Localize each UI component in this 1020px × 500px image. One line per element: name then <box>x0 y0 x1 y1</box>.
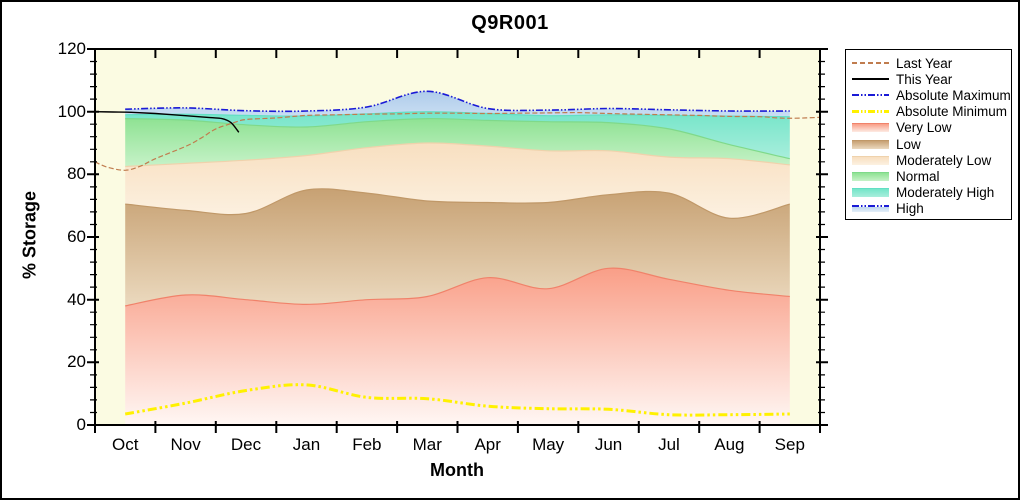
legend-label-normal: Normal <box>896 168 940 184</box>
legend-item-very-low: Very Low <box>852 120 1011 136</box>
moderately-high-swatch <box>852 188 889 198</box>
x-axis-title: Month <box>430 460 484 480</box>
minor-ticks <box>90 60 825 414</box>
y-tick-label-40: 40 <box>67 289 86 309</box>
band-border-very-low <box>125 267 790 307</box>
band-moderately-low <box>125 142 790 219</box>
legend-label-last-year: Last Year <box>896 55 953 71</box>
y-tick-label-120: 120 <box>57 39 86 58</box>
legend-box: Last Year This Year Absolute Maximum Absolu… <box>845 49 1012 220</box>
y-tick-label-20: 20 <box>67 352 86 372</box>
y-tick-label-60: 60 <box>67 227 86 246</box>
x-tick-label-aug: Aug <box>714 435 745 454</box>
x-tick-label-oct: Oct <box>111 435 139 454</box>
high-swatch <box>852 205 889 213</box>
band-border-normal <box>125 117 790 160</box>
legend-label-moderately-high: Moderately High <box>896 185 995 201</box>
y-tick-label-0: 0 <box>76 415 86 434</box>
legend-label-absolute-maximum: Absolute Maximum <box>896 87 1011 103</box>
legend-label-moderately-low: Moderately Low <box>896 152 992 168</box>
chart-title: Q9R001 <box>471 12 549 34</box>
absolute-minimum-swatch <box>852 109 889 114</box>
y-tick-label-100: 100 <box>57 101 86 121</box>
x-tick-label-feb: Feb <box>352 435 382 454</box>
legend-item-moderately-high: Moderately High <box>852 185 1011 201</box>
band-high <box>125 91 790 117</box>
legend-label-high: High <box>896 201 924 217</box>
x-tick-label-nov: Nov <box>170 435 201 454</box>
major-ticks <box>87 48 828 433</box>
x-tick-label-jul: Jul <box>658 435 680 454</box>
absolute-maximum-swatch <box>852 94 889 97</box>
band-normal <box>125 118 790 167</box>
line-absolute-maximum <box>125 90 790 113</box>
x-tick-label-mar: Mar <box>412 435 442 454</box>
line-last-year <box>94 111 821 171</box>
x-tick-label-sep: Sep <box>774 435 805 454</box>
legend-label-very-low: Very Low <box>896 120 952 136</box>
moderately-low-swatch <box>852 155 889 165</box>
legend-item-this-year: This Year <box>852 71 1011 87</box>
very-low-swatch <box>852 123 889 133</box>
normal-swatch <box>852 171 889 181</box>
legend-label-this-year: This Year <box>896 71 953 87</box>
line-this-year <box>94 111 240 133</box>
x-tick-label-dec: Dec <box>230 435 262 454</box>
low-swatch <box>852 139 889 149</box>
legend-item-last-year: Last Year <box>852 55 1011 71</box>
x-tick-label-apr: Apr <box>474 435 501 454</box>
band-low <box>125 188 790 306</box>
legend-item-absolute-maximum: Absolute Maximum <box>852 87 1011 103</box>
legend-item-normal: Normal <box>852 168 1011 184</box>
x-tick-label-may: May <box>532 435 565 454</box>
band-border-low <box>125 188 790 219</box>
legend-item-low: Low <box>852 136 1011 152</box>
legend-label-low: Low <box>896 136 921 152</box>
last-year-swatch <box>852 62 889 65</box>
legend-label-absolute-minimum: Absolute Minimum <box>896 104 1008 120</box>
legend-item-moderately-low: Moderately Low <box>852 152 1011 168</box>
this-year-swatch <box>852 78 889 81</box>
x-tick-label-jun: Jun <box>594 435 623 454</box>
legend-rows: Last Year This Year Absolute Maximum Absolu… <box>852 55 1011 217</box>
line-absolute-minimum <box>124 383 790 417</box>
band-border-moderately-high <box>125 111 790 118</box>
x-tick-label-jan: Jan <box>292 435 321 454</box>
y-tick-label-80: 80 <box>67 164 86 184</box>
legend-item-high: High <box>852 201 1011 217</box>
legend-item-absolute-minimum: Absolute Minimum <box>852 104 1011 120</box>
band-border-moderately-low <box>125 142 790 168</box>
